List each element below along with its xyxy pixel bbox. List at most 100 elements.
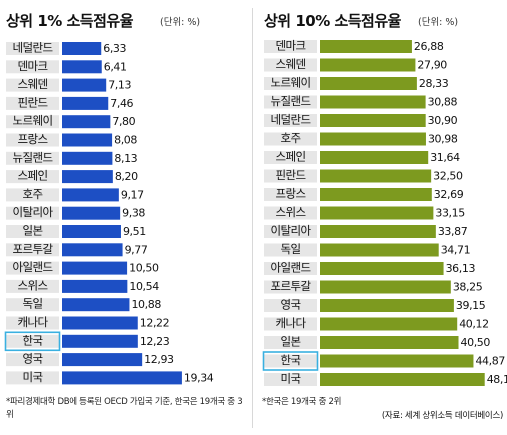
category-label-bg xyxy=(264,114,317,127)
bar xyxy=(62,243,123,257)
bar xyxy=(320,354,474,368)
category-label: 미국 xyxy=(281,372,301,386)
category-label-bg xyxy=(6,151,59,165)
value-label: 40,50 xyxy=(461,336,491,349)
value-label: 8,20 xyxy=(115,170,138,183)
top10-chart-panel: 상위 10% 소득점유율 (단위: %) 덴마크 26,88 스웨덴 27,90 노르웨… xyxy=(258,0,507,435)
category-label: 캐나다 xyxy=(18,315,49,329)
unit-label: (단위: %) xyxy=(418,17,459,28)
bar xyxy=(62,261,128,275)
bar xyxy=(62,206,121,220)
value-label: 36,13 xyxy=(446,262,476,275)
category-label-bg xyxy=(6,115,59,129)
category-label-bg xyxy=(6,133,59,147)
category-label-bg xyxy=(264,188,317,201)
category-label: 일본 xyxy=(281,335,301,349)
value-label: 6,41 xyxy=(104,60,127,73)
category-label: 호주 xyxy=(281,131,301,145)
category-label: 이탈리아 xyxy=(13,205,54,219)
value-label: 9,38 xyxy=(122,207,145,220)
value-label: 30,90 xyxy=(428,114,458,127)
bar xyxy=(62,170,113,184)
category-label: 노르웨이 xyxy=(13,114,53,128)
value-label: 7,13 xyxy=(108,79,131,92)
chart-title: 상위 10% 소득점유율 xyxy=(264,12,401,30)
category-label-bg xyxy=(6,279,59,293)
category-label: 캐나다 xyxy=(276,316,307,330)
bar xyxy=(320,58,416,72)
bar xyxy=(62,371,182,385)
category-label-bg xyxy=(6,188,59,202)
bar xyxy=(320,188,432,201)
category-label-bg xyxy=(264,299,317,312)
category-label: 호주 xyxy=(23,187,43,201)
category-label-bg xyxy=(264,151,317,164)
value-label: 6,33 xyxy=(103,42,126,55)
value-label: 7,46 xyxy=(110,97,133,110)
category-label: 스웨덴 xyxy=(18,77,48,91)
value-label: 30,98 xyxy=(428,133,458,146)
chart-title: 상위 1% 소득점유율 xyxy=(6,12,134,30)
source-note: (자료: 세계 상위소득 데이터베이스) xyxy=(381,411,503,421)
category-label-bg xyxy=(6,206,59,220)
value-label: 28,33 xyxy=(419,77,449,90)
category-label-bg xyxy=(264,262,317,275)
panel-divider xyxy=(252,8,253,428)
category-label: 영국 xyxy=(281,298,301,312)
category-label: 네덜란드 xyxy=(13,41,53,55)
bar xyxy=(320,262,444,275)
value-label: 10,54 xyxy=(129,280,159,293)
top1-bar-chart: 네덜란드 6,33 덴마크 6,41 스웨덴 7,13 핀란드 7,46 노르웨이 7,80 프랑스… xyxy=(4,41,214,385)
bar xyxy=(62,225,121,238)
category-label: 뉴질랜드 xyxy=(271,94,311,108)
category-label: 아일랜드 xyxy=(271,261,311,275)
category-label-bg xyxy=(6,334,59,348)
bar xyxy=(62,133,113,147)
category-label-bg xyxy=(6,170,59,184)
value-label: 31,64 xyxy=(430,151,460,164)
bar xyxy=(320,299,454,312)
category-label: 스페인 xyxy=(276,150,306,164)
bar xyxy=(62,42,102,55)
value-label: 19,34 xyxy=(184,371,214,384)
category-label: 스위스 xyxy=(276,205,306,219)
bar xyxy=(320,77,417,90)
category-label-bg xyxy=(264,225,317,238)
category-label: 핀란드 xyxy=(18,95,48,109)
category-label-bg xyxy=(264,354,317,368)
bar xyxy=(62,353,143,367)
category-label: 독일 xyxy=(23,297,43,311)
category-label-bg xyxy=(264,77,317,90)
category-label-bg xyxy=(6,261,59,275)
bar xyxy=(320,206,434,220)
bar xyxy=(320,169,432,183)
value-label: 9,51 xyxy=(123,225,146,238)
bar xyxy=(62,115,111,129)
top1-chart-panel: 상위 1% 소득점유율 (단위: %) 네덜란드 6,33 덴마크 6,41 스웨덴 7,… xyxy=(0,0,250,435)
category-label-bg xyxy=(264,243,317,257)
value-label: 9,77 xyxy=(125,243,148,256)
value-label: 26,88 xyxy=(414,40,444,53)
value-label: 12,93 xyxy=(144,353,174,366)
category-label-bg xyxy=(264,280,317,294)
value-label: 40,12 xyxy=(459,318,489,331)
value-label: 32,50 xyxy=(433,170,463,183)
value-label: 32,69 xyxy=(434,188,464,201)
unit-label: (단위: %) xyxy=(160,17,201,28)
bar xyxy=(62,151,113,165)
category-label: 포르투갈 xyxy=(271,279,312,293)
category-label: 독일 xyxy=(281,242,301,256)
category-label-bg xyxy=(264,95,317,109)
category-label: 스웨덴 xyxy=(276,57,306,71)
category-label: 미국 xyxy=(23,370,43,384)
category-label-bg xyxy=(6,42,59,55)
bar xyxy=(320,336,459,349)
bar xyxy=(320,317,458,331)
bar xyxy=(320,373,485,386)
category-label: 포르투갈 xyxy=(13,242,54,256)
value-label: 33,15 xyxy=(435,207,465,220)
category-label: 핀란드 xyxy=(276,168,306,182)
value-label: 27,90 xyxy=(417,59,447,72)
category-label-bg xyxy=(264,206,317,220)
value-label: 7,80 xyxy=(112,115,135,128)
